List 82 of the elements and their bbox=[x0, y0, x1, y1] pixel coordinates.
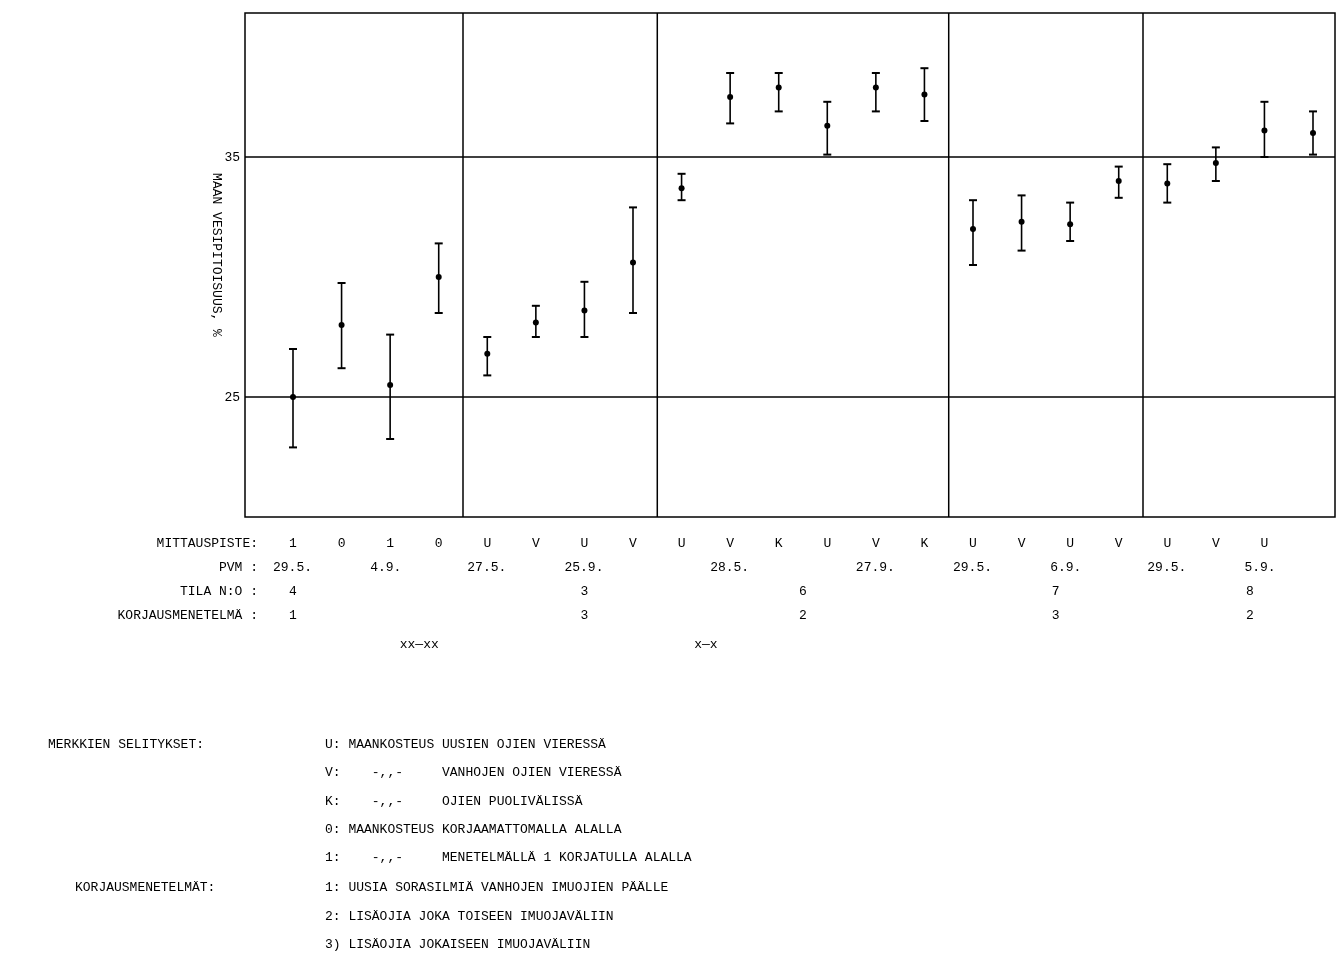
text: 25.9. bbox=[564, 560, 604, 575]
x-tick-label: V bbox=[726, 536, 735, 551]
point bbox=[1164, 180, 1171, 187]
point bbox=[970, 226, 976, 232]
text: PVM : bbox=[218, 560, 258, 575]
point bbox=[1310, 130, 1316, 136]
point bbox=[290, 394, 296, 400]
text: 1: -,,- MENETELMÄLLÄ 1 KORJATULLA ALALLA bbox=[325, 850, 692, 866]
x-tick-label: 1 bbox=[289, 536, 298, 551]
text: 2 bbox=[799, 608, 807, 623]
x-tick-label: 0 bbox=[337, 536, 346, 551]
x-tick-label: U bbox=[969, 536, 977, 551]
text: 0: MAANKOSTEUS KORJAAMATTOMALLA ALALLA bbox=[325, 821, 622, 837]
point bbox=[921, 91, 928, 98]
text: x—x bbox=[694, 637, 718, 652]
text: 3 bbox=[580, 608, 589, 623]
y-axis-title: MAAN VESIPITOISUUS, % bbox=[209, 173, 224, 338]
x-tick-label: V bbox=[531, 536, 540, 551]
text: 3 bbox=[580, 584, 589, 599]
point bbox=[484, 350, 491, 357]
x-tick-label: V bbox=[629, 536, 638, 551]
point bbox=[532, 319, 539, 326]
text: U: MAANKOSTEUS UUSIEN OJIEN VIERESSÄ bbox=[325, 737, 607, 752]
text: MITTAUSPISTE: bbox=[156, 536, 258, 551]
text: 4 bbox=[289, 584, 298, 599]
text: 27.9. bbox=[855, 560, 895, 575]
x-tick-label: U bbox=[483, 536, 492, 551]
text: 6.9. bbox=[1050, 560, 1082, 575]
text: 29.5. bbox=[273, 560, 313, 575]
point bbox=[630, 259, 636, 266]
text: 7 bbox=[1051, 584, 1060, 599]
x-tick-label: U bbox=[1260, 536, 1269, 551]
text: MERKKIEN SELITYKSET: bbox=[48, 737, 205, 752]
x-tick-label: V bbox=[1114, 536, 1123, 551]
x-tick-label: U bbox=[580, 536, 589, 551]
point bbox=[387, 382, 394, 388]
text: 2 bbox=[1245, 608, 1254, 623]
text: 1: UUSIA SORASILMIÄ VANHOJEN IMUOJIEN PÄÄLLE bbox=[325, 880, 669, 895]
x-tick-label: 0 bbox=[434, 536, 443, 551]
text: K: -,,- OJIEN PUOLIVÄLISSÄ bbox=[325, 793, 583, 809]
text: xx—xx bbox=[399, 637, 439, 652]
text: 4.9. bbox=[370, 560, 402, 575]
x-tick-label: V bbox=[1017, 536, 1026, 551]
x-tick-label: U bbox=[1066, 536, 1075, 551]
text: 28.5. bbox=[710, 560, 750, 575]
point bbox=[727, 94, 734, 100]
x-tick-label: K bbox=[920, 536, 929, 551]
point bbox=[338, 322, 345, 328]
point bbox=[678, 185, 685, 192]
point bbox=[1067, 221, 1074, 228]
point bbox=[824, 122, 831, 129]
x-tick-label: K bbox=[774, 536, 783, 551]
text: V: -,,- VANHOJEN OJIEN VIERESSÄ bbox=[325, 765, 622, 781]
text: 5.9. bbox=[1244, 560, 1276, 575]
y-tick-label: 25 bbox=[224, 390, 240, 405]
point bbox=[1212, 160, 1219, 166]
text: 1 bbox=[289, 608, 298, 623]
x-tick-label: U bbox=[677, 536, 686, 551]
x-tick-label: V bbox=[1211, 536, 1220, 551]
point bbox=[775, 84, 782, 91]
text: TILA N:O : bbox=[179, 584, 258, 599]
x-tick-label: U bbox=[823, 536, 832, 551]
text: 3) LISÄOJIA JOKAISEEN IMUOJAVÄLIIN bbox=[325, 937, 591, 952]
text: 27.5. bbox=[467, 560, 507, 575]
point bbox=[872, 84, 879, 91]
text: 3 bbox=[1051, 608, 1060, 623]
text: 29.5. bbox=[1147, 560, 1187, 575]
y-tick-label: 35 bbox=[224, 150, 240, 165]
text: 6 bbox=[799, 584, 807, 599]
x-tick-label: 1 bbox=[386, 536, 395, 551]
text: 8 bbox=[1245, 584, 1254, 599]
point bbox=[581, 307, 588, 314]
point bbox=[1261, 127, 1268, 134]
point bbox=[435, 274, 442, 280]
x-tick-label: V bbox=[871, 536, 880, 551]
text: 2: LISÄOJIA JOKA TOISEEN IMUOJAVÄLIIN bbox=[325, 908, 614, 924]
text: KORJAUSMENETELMÄ : bbox=[117, 608, 258, 623]
point bbox=[1018, 218, 1025, 225]
text: 29.5. bbox=[953, 560, 993, 575]
point bbox=[1115, 178, 1122, 184]
x-tick-label: U bbox=[1163, 536, 1172, 551]
text: KORJAUSMENETELMÄT: bbox=[75, 880, 216, 895]
